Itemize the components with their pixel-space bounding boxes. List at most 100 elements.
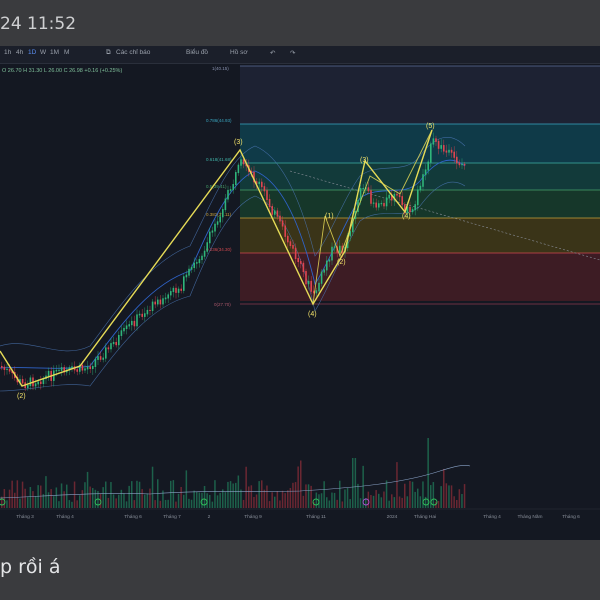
volume-bar — [110, 482, 112, 508]
volume-bar — [53, 496, 55, 508]
chart-screenshot[interactable]: 1h 4h 1D W 1M M ⧉ Các chỉ báo Biểu đồ Hồ… — [0, 46, 600, 540]
candle-body — [440, 145, 442, 149]
candle-body — [271, 206, 273, 215]
candle-body — [115, 341, 117, 346]
candle-body — [198, 259, 201, 264]
volume-bar — [461, 493, 463, 508]
candle-body — [112, 341, 115, 345]
volume-bar — [55, 487, 58, 508]
candle-body — [318, 282, 320, 292]
volume-bar — [34, 496, 37, 508]
volume-bar — [120, 489, 123, 508]
candle-body — [284, 225, 286, 237]
candle-body — [310, 280, 312, 292]
candle-body — [258, 181, 260, 185]
candle-body — [401, 196, 403, 206]
candle-body — [391, 194, 393, 201]
fib-label-1: 1(40.15) — [212, 66, 229, 71]
candle-body — [320, 271, 323, 284]
time-axis-label: Tháng 4 — [483, 514, 501, 520]
volume-bar — [42, 494, 45, 508]
candle-body — [193, 262, 195, 269]
volume-bar — [300, 460, 302, 508]
fib-label-0236: 0.236(34.30) — [206, 247, 232, 252]
volume-bar — [8, 489, 11, 508]
volume-bar — [47, 492, 50, 508]
candle-body — [427, 161, 429, 171]
volume-bars — [1, 438, 466, 508]
volume-bar — [162, 490, 164, 508]
candle-body — [393, 193, 396, 201]
volume-average-line — [0, 464, 471, 499]
volume-bar — [385, 480, 388, 508]
candle-body — [289, 241, 292, 247]
fib-label-0786: 0.786(44.93) — [206, 118, 232, 123]
volume-bar — [16, 480, 19, 508]
fib-label-0618: 0.618(41.68) — [206, 157, 232, 162]
candle-body — [141, 313, 143, 317]
volume-bar — [344, 489, 346, 508]
volume-bar — [417, 488, 419, 508]
toolbar-chart-type[interactable]: Biểu đồ — [186, 49, 209, 56]
candle-body — [235, 172, 237, 186]
toolbar-interval-1h[interactable]: 1h — [4, 49, 12, 56]
candle-body — [219, 216, 221, 223]
indicator-icon[interactable]: ⧉ — [106, 49, 111, 56]
candle-body — [58, 369, 60, 371]
toolbar-interval-w[interactable]: W — [40, 49, 47, 56]
volume-bar — [414, 491, 416, 508]
toolbar-interval-m[interactable]: M — [64, 49, 70, 56]
volume-bar — [27, 497, 29, 508]
toolbar-interval-4h[interactable]: 4h — [16, 49, 24, 56]
time-axis-label: Tháng 6 — [124, 514, 142, 520]
undo-icon[interactable]: ↶ — [270, 50, 276, 57]
volume-bar — [63, 491, 65, 508]
candle-body — [300, 261, 302, 264]
volume-bar — [141, 489, 143, 508]
price-chart[interactable]: 1(40.15) 0.786(44.93) 0.618(41.68) 0.5(3… — [0, 46, 600, 540]
volume-bar — [320, 493, 323, 508]
volume-bar — [258, 481, 260, 508]
volume-bar — [248, 486, 250, 508]
toolbar-interval-1m[interactable]: 1M — [50, 49, 60, 56]
toolbar-indicators[interactable]: Các chỉ báo — [116, 49, 151, 56]
volume-bar — [266, 485, 268, 508]
candle-body — [27, 385, 29, 389]
volume-bar — [175, 501, 177, 508]
candle-body — [450, 149, 453, 153]
toolbar-layout[interactable]: Hồ sơ — [230, 49, 248, 56]
candle-body — [370, 190, 372, 204]
volume-bar — [404, 483, 406, 508]
candle-body — [177, 288, 180, 293]
candle-body — [162, 298, 164, 305]
volume-bar — [58, 501, 60, 508]
event-marker-icon — [0, 498, 6, 506]
time-axis-label: Tháng 4 — [56, 514, 74, 520]
candle-body — [94, 358, 97, 367]
candle-body — [71, 366, 73, 369]
candle-body — [276, 210, 279, 217]
volume-bar — [359, 498, 362, 508]
volume-bar — [29, 487, 32, 508]
candle-body — [159, 299, 162, 305]
redo-icon[interactable]: ↷ — [290, 50, 296, 57]
toolbar-interval-1d[interactable]: 1D — [28, 49, 37, 56]
volume-bar — [388, 500, 390, 508]
moving-average-line — [0, 159, 466, 369]
volume-bar — [435, 501, 437, 508]
volume-bar — [354, 458, 357, 508]
volume-bar — [349, 499, 351, 508]
event-marker-icon — [312, 498, 320, 506]
candle-body — [76, 369, 78, 372]
volume-bar — [118, 494, 120, 508]
time-axis-label: Tháng 11 — [306, 514, 326, 520]
volume-bar — [92, 488, 94, 508]
volume-bar — [346, 487, 349, 508]
candle-body — [422, 174, 424, 187]
volume-bar — [203, 485, 206, 508]
volume-bar — [149, 488, 151, 508]
volume-bar — [60, 483, 63, 508]
volume-bar — [453, 496, 455, 508]
volume-bar — [50, 489, 52, 508]
candle-body — [294, 247, 297, 260]
